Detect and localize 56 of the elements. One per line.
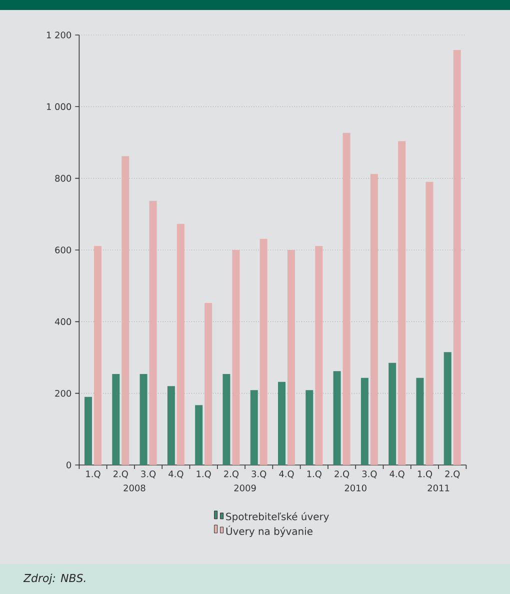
- x-tick-label: 2.Q: [445, 470, 460, 478]
- bar: [204, 303, 212, 465]
- text: 2009: [234, 484, 256, 492]
- text: Zdroj: NBS.: [23, 574, 86, 584]
- bar: [94, 246, 102, 465]
- bar: [388, 362, 396, 465]
- text: 2008: [124, 484, 146, 492]
- x-tick-label: 4.Q: [279, 470, 294, 478]
- text: 2011: [428, 484, 450, 492]
- bar: [176, 224, 184, 465]
- bar: [370, 174, 378, 465]
- bar: [444, 352, 452, 465]
- x-tick-label: 1.Q: [418, 470, 432, 478]
- bar: [140, 374, 148, 465]
- y-tick-label: 1 000: [46, 103, 72, 110]
- bar: [306, 390, 314, 465]
- bar: [398, 141, 406, 465]
- bar: [84, 396, 92, 465]
- x-tick-label: 3.Q: [252, 470, 266, 478]
- bar: [122, 156, 130, 465]
- x-tick-label: 4.Q: [168, 470, 184, 478]
- bar: [222, 374, 230, 465]
- x-tick-label: 1.Q: [196, 470, 211, 478]
- bar: [453, 50, 461, 465]
- x-tick-label: 4.Q: [390, 470, 404, 478]
- x-tick-label: 2.Q: [224, 470, 239, 478]
- bar: [232, 250, 240, 465]
- bar: [260, 238, 268, 465]
- bar: [112, 374, 120, 465]
- bar: [250, 390, 258, 465]
- y-tick-label: 0: [66, 462, 72, 468]
- x-tick-label: 3.Q: [362, 470, 377, 478]
- x-tick-label: 1.Q: [86, 470, 100, 478]
- text: 2010: [344, 484, 366, 492]
- bar: [360, 378, 368, 465]
- bar: [333, 371, 341, 465]
- bar: [288, 250, 295, 465]
- legend-label: Úvery na bývanie: [226, 526, 312, 537]
- bar: [342, 132, 350, 465]
- bar: [167, 386, 175, 465]
- x-tick-label: 2.Q: [334, 470, 350, 478]
- bar: [315, 246, 323, 465]
- bar: [195, 405, 203, 465]
- bar: [149, 200, 157, 465]
- bar: [278, 382, 286, 465]
- x-tick-label: 2.Q: [113, 470, 128, 478]
- y-tick-label: 600: [55, 246, 72, 254]
- x-tick-label: 3.Q: [141, 470, 156, 478]
- x-tick-label: 1.Q: [307, 470, 322, 478]
- y-tick-label: 800: [55, 174, 72, 182]
- y-tick-label: 200: [55, 390, 72, 397]
- y-tick-label: 1 200: [46, 32, 72, 38]
- bar: [416, 378, 424, 465]
- y-tick-label: 400: [54, 318, 72, 326]
- legend-label: Spotrebiteľské úvery: [226, 512, 329, 522]
- bar: [426, 182, 434, 465]
